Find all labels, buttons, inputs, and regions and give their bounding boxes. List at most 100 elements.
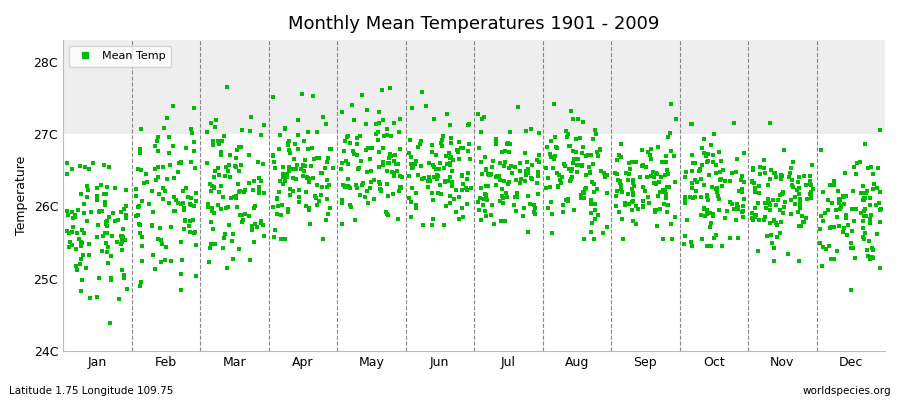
Point [504, 169, 518, 176]
Point [784, 165, 798, 171]
Point [235, 218, 249, 225]
Point [358, 194, 373, 201]
Point [735, 186, 750, 192]
Point [98, 230, 112, 236]
Point [559, 128, 573, 134]
Point [70, 267, 85, 274]
Point [736, 208, 751, 214]
Point [816, 189, 831, 196]
Point [822, 242, 836, 249]
Point [158, 257, 173, 263]
Point [84, 209, 98, 215]
Point [519, 168, 534, 174]
Point [664, 221, 679, 228]
Point [758, 200, 772, 206]
Point [562, 143, 577, 149]
Point [844, 240, 859, 246]
Point [222, 152, 237, 158]
Point [659, 195, 673, 201]
Point [767, 245, 781, 251]
Point [60, 228, 75, 234]
Point [105, 233, 120, 239]
Point [685, 121, 699, 127]
Point [186, 217, 201, 223]
Point [593, 168, 608, 174]
Point [625, 207, 639, 214]
Point [223, 195, 238, 201]
Point [341, 160, 356, 167]
Point [393, 116, 408, 122]
Point [67, 215, 81, 221]
Point [65, 242, 79, 248]
Point [569, 149, 583, 155]
Point [436, 221, 451, 228]
Point [452, 216, 466, 222]
Point [685, 152, 699, 158]
Point [762, 120, 777, 126]
Point [152, 190, 166, 197]
Point [705, 142, 719, 149]
Point [181, 194, 195, 200]
Point [647, 209, 662, 215]
Point [489, 182, 503, 188]
Point [837, 194, 851, 200]
Point [578, 186, 592, 192]
Point [256, 160, 270, 167]
Point [104, 253, 119, 259]
Point [201, 204, 215, 210]
Point [94, 182, 108, 188]
Point [752, 217, 766, 224]
Point [757, 170, 771, 176]
Point [99, 221, 113, 228]
Point [771, 196, 786, 203]
Point [335, 221, 349, 228]
Point [297, 168, 311, 174]
Point [698, 213, 713, 220]
Point [166, 208, 181, 214]
Point [518, 204, 532, 211]
Point [615, 216, 629, 222]
Point [683, 194, 698, 200]
Point [656, 236, 670, 242]
Point [394, 185, 409, 192]
Point [659, 152, 673, 159]
Point [283, 191, 297, 198]
Point [247, 178, 261, 184]
Point [527, 211, 542, 218]
Point [206, 138, 220, 144]
Point [321, 181, 336, 188]
Point [94, 208, 109, 214]
Point [230, 181, 245, 188]
Point [868, 202, 883, 208]
Point [130, 212, 145, 218]
Point [316, 114, 330, 120]
Point [443, 122, 457, 128]
Point [573, 194, 588, 201]
Point [544, 211, 559, 218]
Point [178, 217, 193, 224]
Point [277, 125, 292, 131]
Point [455, 172, 470, 178]
Point [437, 178, 452, 184]
Point [641, 149, 655, 156]
Point [69, 263, 84, 269]
Point [600, 224, 615, 230]
Point [792, 258, 806, 264]
Point [590, 212, 605, 218]
Point [686, 160, 700, 166]
Point [304, 163, 319, 170]
Point [156, 196, 170, 202]
Point [387, 169, 401, 176]
Point [148, 165, 162, 172]
Point [573, 162, 588, 168]
Point [767, 218, 781, 224]
Point [539, 164, 554, 171]
Point [731, 235, 745, 241]
Point [214, 148, 229, 155]
Point [586, 136, 600, 142]
Point [636, 203, 651, 210]
Point [862, 238, 877, 244]
Point [547, 101, 562, 107]
Point [135, 242, 149, 249]
Point [474, 217, 489, 224]
